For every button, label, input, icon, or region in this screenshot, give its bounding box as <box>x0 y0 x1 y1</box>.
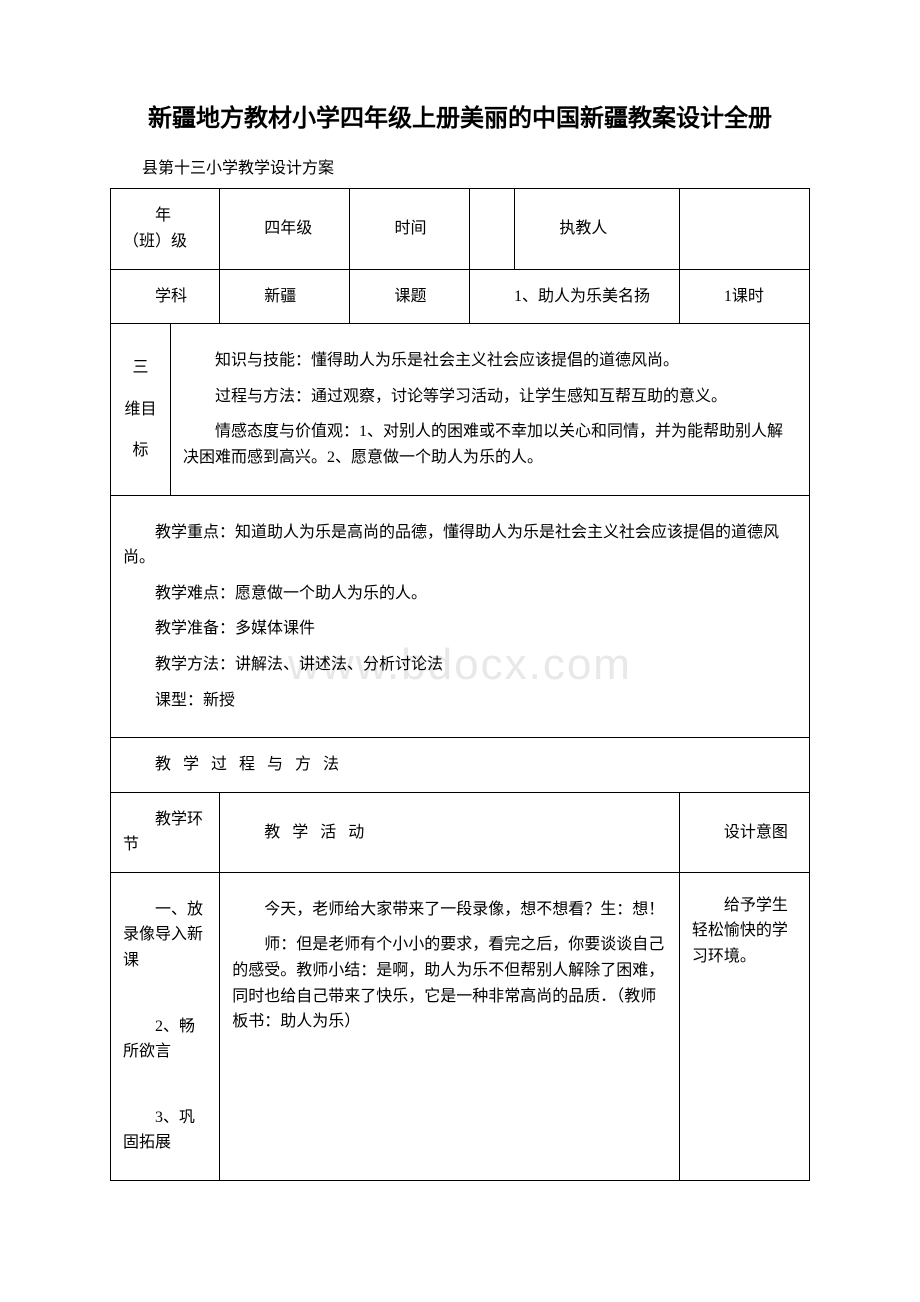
intent-cell: 给予学生轻松愉快的学习环境。 <box>679 872 809 1180</box>
step-2: 2、畅所欲言 <box>123 1014 207 1065</box>
table-row: 三 维目 标 知识与技能：懂得助人为乐是社会主义社会应该提倡的道德风尚。 过程与… <box>111 324 810 495</box>
objectives-content: 知识与技能：懂得助人为乐是社会主义社会应该提倡的道德风尚。 过程与方法：通过观察… <box>171 324 810 495</box>
col-header-activity: 教 学 活 动 <box>220 792 680 872</box>
activity-cell: 今天，老师给大家带来了一段录像，想不想看？生：想！ 师：但是老师有个小小的要求，… <box>220 872 680 1180</box>
teacher-label: 执教人 <box>515 189 679 269</box>
col-header-segment: 教学环节 <box>111 792 220 872</box>
activity-p1: 今天，老师给大家带来了一段录像，想不想看？生：想！ <box>232 897 667 923</box>
subtitle: 县第十三小学教学设计方案 <box>110 154 810 178</box>
topic-value: 1、助人为乐美名扬 <box>470 269 680 324</box>
grade-label: 年（班）级 <box>111 189 220 269</box>
time-value <box>470 189 515 269</box>
objective-process: 过程与方法：通过观察，讨论等学习活动，让学生感知互帮互助的意义。 <box>183 384 797 410</box>
objective-knowledge: 知识与技能：懂得助人为乐是社会主义社会应该提倡的道德风尚。 <box>183 348 797 374</box>
obj-char: 三 <box>123 347 158 389</box>
obj-char: 标 <box>123 430 158 472</box>
subject-label: 学科 <box>111 269 220 324</box>
obj-char: 维目 <box>123 389 158 431</box>
method: 教学方法：讲解法、讲述法、分析讨论法 <box>123 652 797 678</box>
topic-label: 课题 <box>350 269 470 324</box>
activity-p2: 师：但是老师有个小小的要求，看完之后，你要谈谈自己的感受。教师小结：是啊，助人为… <box>232 932 667 1034</box>
page-title: 新疆地方教材小学四年级上册美丽的中国新疆教案设计全册 <box>110 100 810 138</box>
table-row: 学科 新疆 课题 1、助人为乐美名扬 1课时 <box>111 269 810 324</box>
step-1: 一、放录像导入新课 <box>123 897 207 974</box>
lesson-plan-table: 年（班）级 四年级 时间 执教人 学科 新疆 课题 1、助人为乐美名扬 1课时 … <box>110 188 810 1181</box>
table-row: 年（班）级 四年级 时间 执教人 <box>111 189 810 269</box>
class-type: 课型：新授 <box>123 688 797 714</box>
grade-value: 四年级 <box>220 189 350 269</box>
table-row: 一、放录像导入新课 2、畅所欲言 3、巩固拓展 今天，老师给大家带来了一段录像，… <box>111 872 810 1180</box>
teacher-value <box>679 189 809 269</box>
col-header-intent: 设计意图 <box>679 792 809 872</box>
process-header: 教 学 过 程 与 方 法 <box>111 738 810 793</box>
table-row: 教 学 过 程 与 方 法 <box>111 738 810 793</box>
teaching-details: 教学重点：知道助人为乐是高尚的品德，懂得助人为乐是社会主义社会应该提倡的道德风尚… <box>111 495 810 738</box>
difficult-point: 教学难点：愿意做一个助人为乐的人。 <box>123 581 797 607</box>
objectives-label: 三 维目 标 <box>111 324 171 495</box>
table-row: 教学环节 教 学 活 动 设计意图 <box>111 792 810 872</box>
hours-value: 1课时 <box>679 269 809 324</box>
subject-value: 新疆 <box>220 269 350 324</box>
preparation: 教学准备：多媒体课件 <box>123 616 797 642</box>
table-row: 教学重点：知道助人为乐是高尚的品德，懂得助人为乐是社会主义社会应该提倡的道德风尚… <box>111 495 810 738</box>
step-3: 3、巩固拓展 <box>123 1105 207 1156</box>
key-point: 教学重点：知道助人为乐是高尚的品德，懂得助人为乐是社会主义社会应该提倡的道德风尚… <box>123 520 797 571</box>
time-label: 时间 <box>350 189 470 269</box>
objective-attitude: 情感态度与价值观：1、对别人的困难或不幸加以关心和同情，并为能帮助别人解决困难而… <box>183 419 797 470</box>
steps-cell: 一、放录像导入新课 2、畅所欲言 3、巩固拓展 <box>111 872 220 1180</box>
